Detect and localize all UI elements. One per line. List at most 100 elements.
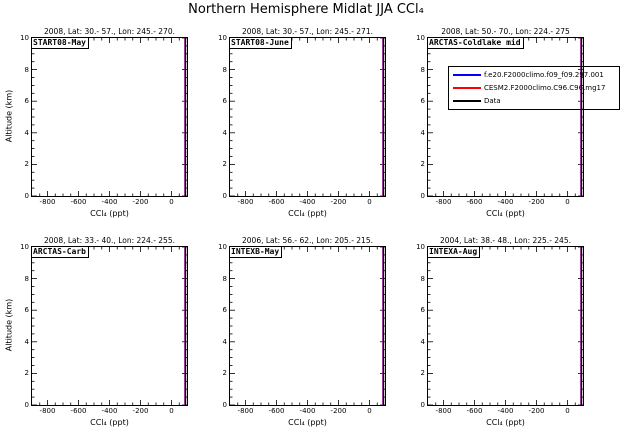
panel-header: 2006, Lat: 56.- 62., Lon: 205.- 215. — [242, 236, 373, 245]
y-tick-label: 0 — [222, 192, 227, 200]
x-tick-label: -800 — [237, 407, 254, 415]
x-tick-label: -200 — [330, 407, 347, 415]
panel-header: 2008, Lat: 33.- 40., Lon: 224.- 255. — [44, 236, 175, 245]
y-tick-label: 2 — [420, 369, 425, 378]
x-tick-label: -600 — [466, 198, 483, 206]
x-tick-label: 0 — [169, 198, 174, 206]
panel-intexa-aug: 2004, Lat: 38.- 48., Lon: 225.- 245. INT… — [416, 236, 584, 427]
plot-area — [230, 38, 385, 196]
legend-label: CESM2.F2000climo.C96.C96.mg17 — [484, 84, 606, 92]
panel-arctas-coldlake: 2008, Lat: 50.- 70., Lon: 224.- 275 ARCT… — [416, 27, 584, 218]
y-tick-label: 10 — [218, 243, 227, 251]
x-axis-title: CCl₄ (ppt) — [90, 209, 129, 218]
y-tick-label: 4 — [420, 337, 425, 346]
y-tick-label: 6 — [24, 97, 29, 106]
panel-intexb-may: 2006, Lat: 56.- 62., Lon: 205.- 215. INT… — [218, 236, 386, 427]
x-tick-label: 0 — [367, 198, 372, 206]
x-tick-label: -800 — [435, 407, 452, 415]
x-tick-label: -200 — [330, 198, 347, 206]
legend-item: Data — [449, 95, 619, 108]
x-axis-title: CCl₄ (ppt) — [90, 418, 129, 427]
x-axis-title: CCl₄ (ppt) — [288, 418, 327, 427]
x-tick-label: -200 — [132, 407, 149, 415]
y-tick-label: 0 — [420, 401, 425, 409]
y-tick-label: 4 — [24, 337, 29, 346]
panel-start08-may: 2008, Lat: 30.- 57., Lon: 245.- 270. STA… — [20, 27, 188, 218]
legend-line-sample-blue — [453, 74, 481, 76]
x-tick-label: 0 — [169, 407, 174, 415]
y-tick-label: 0 — [420, 192, 425, 200]
panel-header: 2008, Lat: 30.- 57., Lon: 245.- 270. — [44, 27, 175, 36]
legend-item: f.e20.F2000climo.f09_f09.297.001 — [449, 69, 619, 82]
x-tick-label: -200 — [528, 198, 545, 206]
x-tick-label: -800 — [435, 198, 452, 206]
legend-line-sample-red — [453, 87, 481, 89]
y-tick-label: 8 — [24, 65, 29, 74]
panel-label: INTEXA-Aug — [427, 246, 481, 258]
x-tick-label: -400 — [497, 198, 514, 206]
plot-area — [428, 38, 583, 196]
y-tick-label: 2 — [222, 369, 227, 378]
y-tick-label: 2 — [420, 160, 425, 169]
y-tick-label: 4 — [24, 128, 29, 137]
y-tick-label: 4 — [222, 337, 227, 346]
y-tick-label: 10 — [416, 243, 425, 251]
x-tick-label: -800 — [39, 198, 56, 206]
y-tick-label: 6 — [222, 97, 227, 106]
y-tick-label: 4 — [222, 128, 227, 137]
y-tick-label: 10 — [20, 243, 29, 251]
y-tick-label: 10 — [218, 34, 227, 42]
y-tick-label: 6 — [222, 306, 227, 315]
x-tick-label: -600 — [466, 407, 483, 415]
y-tick-label: 0 — [24, 401, 29, 409]
x-tick-label: -800 — [237, 198, 254, 206]
x-tick-label: -200 — [528, 407, 545, 415]
x-tick-label: -400 — [299, 198, 316, 206]
y-tick-label: 10 — [416, 34, 425, 42]
x-tick-label: -400 — [101, 198, 118, 206]
y-tick-label: 4 — [420, 128, 425, 137]
plot-area — [32, 247, 187, 405]
y-tick-label: 0 — [24, 192, 29, 200]
x-tick-label: 0 — [565, 198, 570, 206]
x-tick-label: -400 — [299, 407, 316, 415]
y-tick-label: 10 — [20, 34, 29, 42]
panel-start08-june: 2008, Lat: 30.- 57., Lon: 245.- 271. STA… — [218, 27, 386, 218]
plot-area — [428, 247, 583, 405]
y-tick-label: 2 — [24, 369, 29, 378]
plot-area — [32, 38, 187, 196]
y-tick-label: 8 — [24, 274, 29, 283]
legend-label: f.e20.F2000climo.f09_f09.297.001 — [484, 71, 604, 79]
panel-arctas-carb: 2008, Lat: 33.- 40., Lon: 224.- 255. ARC… — [20, 236, 188, 427]
y-tick-label: 8 — [420, 274, 425, 283]
panel-label: INTEXB-May — [229, 246, 283, 258]
figure-title: Northern Hemisphere Midlat JJA CCl₄ — [188, 2, 424, 17]
x-tick-label: -400 — [101, 407, 118, 415]
y-tick-label: 2 — [222, 160, 227, 169]
y-tick-label: 6 — [420, 306, 425, 315]
x-tick-label: 0 — [565, 407, 570, 415]
legend: f.e20.F2000climo.f09_f09.297.001 CESM2.F… — [448, 66, 620, 110]
panel-header: 2008, Lat: 30.- 57., Lon: 245.- 271. — [242, 27, 373, 36]
x-tick-label: -200 — [132, 198, 149, 206]
x-tick-label: -800 — [39, 407, 56, 415]
legend-line-sample-black — [453, 100, 481, 102]
x-tick-label: -600 — [70, 407, 87, 415]
panel-header: 2008, Lat: 50.- 70., Lon: 224.- 275 — [441, 27, 570, 36]
panel-label: START08-May — [31, 37, 89, 49]
y-tick-label: 8 — [222, 65, 227, 74]
y-tick-label: 0 — [222, 401, 227, 409]
y-tick-label: 6 — [24, 306, 29, 315]
plot-area — [230, 247, 385, 405]
legend-label: Data — [484, 97, 501, 105]
panel-header: 2004, Lat: 38.- 48., Lon: 225.- 245. — [440, 236, 571, 245]
panel-label: ARCTAS-Carb — [31, 246, 89, 258]
y-tick-label: 8 — [222, 274, 227, 283]
x-tick-label: -600 — [70, 198, 87, 206]
legend-item: CESM2.F2000climo.C96.C96.mg17 — [449, 82, 619, 95]
panel-label: START08-June — [229, 37, 292, 49]
x-axis-title: CCl₄ (ppt) — [486, 209, 525, 218]
x-tick-label: 0 — [367, 407, 372, 415]
x-axis-title: CCl₄ (ppt) — [486, 418, 525, 427]
